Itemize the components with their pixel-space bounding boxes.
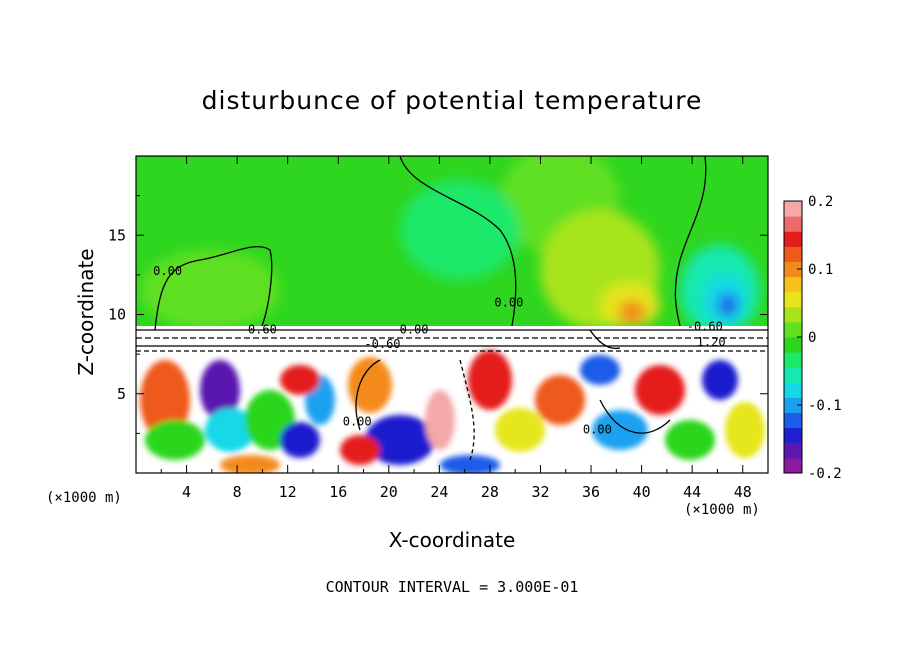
- colorbar-tick-label: -0.1: [808, 398, 842, 414]
- colorbar-ticks: 0.2 0.1 0 -0.1 -0.2: [797, 194, 842, 482]
- contour-label: 1.20: [697, 335, 726, 349]
- colorbar-swatch: [784, 201, 802, 217]
- colorbar-swatch: [784, 442, 802, 459]
- contour-labels: 0.000.60 0.00-0.600.00-0.601.200.000.00: [153, 264, 725, 437]
- colorbar-swatch: [784, 367, 802, 383]
- contour-label: 0.00: [153, 264, 182, 278]
- colorbar-swatch: [784, 276, 802, 293]
- x-tick-label: 40: [633, 483, 651, 501]
- colorbar-swatch: [784, 382, 802, 398]
- x-tick-label: 24: [430, 483, 448, 501]
- x-tick-label: 44: [683, 483, 701, 501]
- upper-layer-variations: [140, 156, 760, 335]
- colorbar-swatch: [784, 291, 802, 308]
- contour-label: 0.00: [400, 323, 429, 337]
- contour-lines: [136, 156, 768, 461]
- x-tick-label: 32: [531, 483, 549, 501]
- contour-label: 0.60: [248, 323, 277, 337]
- chart-title: disturbunce of potential temperature: [201, 86, 703, 115]
- colorbar-tick-label: 0: [808, 330, 816, 346]
- x-unit-right: (×1000 m): [684, 502, 760, 518]
- x-tick-label: 28: [481, 483, 499, 501]
- y-tick-label: 15: [108, 226, 126, 244]
- y-tick-label: 10: [108, 306, 126, 324]
- colorbar-tick-label: -0.2: [808, 466, 842, 482]
- contour-label: 0.00: [494, 296, 523, 310]
- colorbar-swatch: [784, 216, 802, 232]
- x-axis-ticks: 4 8 12 16 20 24 28 32 36 40 44 48: [160, 156, 752, 501]
- contour-label: -0.60: [364, 337, 400, 351]
- colorbar-swatch: [784, 231, 802, 247]
- colorbar-swatch: [784, 337, 802, 353]
- colorbar-swatch: [784, 261, 802, 278]
- colorbar-swatch: [784, 457, 802, 474]
- x-tick-label: 12: [279, 483, 297, 501]
- colorbar-swatch: [784, 352, 802, 368]
- colorbar-swatch: [784, 321, 802, 338]
- colorbar-swatch: [784, 306, 802, 323]
- colorbar-swatch: [784, 412, 802, 429]
- colorbar: [784, 201, 802, 474]
- y-tick-label: 5: [117, 385, 126, 403]
- x-tick-label: 8: [233, 483, 242, 501]
- colorbar-tick-label: 0.2: [808, 194, 833, 210]
- contour-label: 0.00: [583, 422, 612, 436]
- x-axis-label: X-coordinate: [388, 528, 516, 552]
- contour-label: -0.60: [687, 319, 723, 333]
- x-tick-label: 16: [329, 483, 347, 501]
- x-tick-label: 48: [734, 483, 752, 501]
- contour-interval-footer: CONTOUR INTERVAL = 3.000E-01: [325, 578, 579, 596]
- x-tick-label: 36: [582, 483, 600, 501]
- plot-field: [136, 156, 768, 473]
- y-axis-ticks: 5 10 15: [108, 195, 768, 434]
- x-tick-label: 4: [182, 483, 191, 501]
- y-axis-label: Z-coordinate: [74, 248, 98, 376]
- colorbar-swatch: [784, 427, 802, 444]
- x-tick-label: 20: [380, 483, 398, 501]
- colorbar-swatch: [784, 246, 802, 262]
- x-unit-left: (×1000 m): [46, 490, 122, 506]
- colorbar-swatch: [784, 397, 802, 414]
- contour-label: 0.00: [343, 414, 372, 428]
- colorbar-tick-label: 0.1: [808, 262, 833, 278]
- lower-layer-blobs: [140, 350, 765, 473]
